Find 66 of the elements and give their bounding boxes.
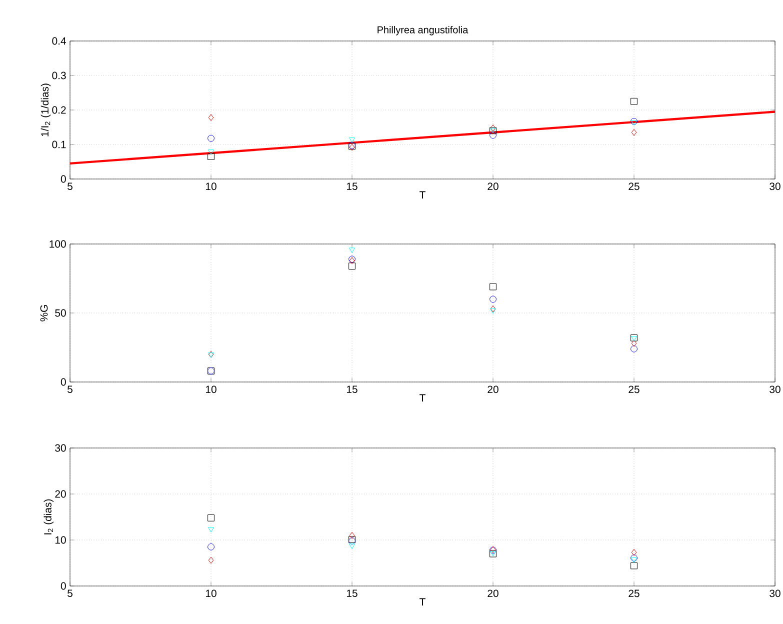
y-axis-title: I$_{2}$ (dias)	[44, 499, 54, 534]
x-axis-title: T	[420, 598, 426, 606]
point	[208, 153, 214, 160]
y-axis-title: 1/I$_{2}$ (1/dias)	[40, 84, 51, 136]
point	[208, 114, 214, 122]
point	[349, 532, 355, 539]
point	[490, 283, 496, 290]
x-tick-label: 5	[68, 386, 72, 393]
x-tick-label: 15	[346, 182, 358, 190]
point	[630, 562, 638, 570]
point	[208, 134, 214, 142]
x-axis-title: T	[420, 191, 426, 198]
y-axis-title: %G	[40, 305, 48, 322]
y-tick-label: 0.3	[52, 72, 66, 80]
point	[349, 248, 356, 253]
y-tick-label: 50	[55, 309, 66, 317]
y-tick-label: 0	[60, 175, 66, 183]
x-tick-label: 5	[68, 182, 72, 190]
point	[630, 345, 638, 352]
point	[490, 305, 496, 312]
y-tick-label: 0	[60, 378, 66, 386]
x-tick-label: 15	[346, 386, 358, 393]
y-tick-label: 20	[55, 490, 66, 498]
point	[631, 557, 638, 563]
x-tick-label: 10	[206, 182, 216, 190]
point	[490, 296, 496, 303]
x-tick-label: 30	[770, 182, 780, 190]
point	[348, 262, 356, 270]
point	[349, 137, 356, 143]
point	[490, 124, 496, 132]
x-tick-label: 25	[628, 182, 640, 190]
point	[631, 340, 637, 347]
point	[630, 98, 638, 105]
y-tick-label: 0.1	[52, 140, 66, 148]
y-tick-label: 10	[55, 536, 66, 544]
chart-title: Phillyrea angustifolia	[378, 26, 468, 36]
y-tick-label: 0.2	[52, 106, 66, 114]
point	[208, 527, 214, 532]
x-tick-label: 20	[488, 386, 498, 394]
x-tick-label: 15	[346, 590, 358, 597]
point	[631, 128, 637, 136]
x-tick-label: 10	[206, 386, 216, 394]
point	[208, 150, 214, 155]
point	[490, 308, 496, 314]
x-tick-label: 20	[488, 590, 498, 598]
x-tick-label: 10	[206, 590, 216, 598]
point	[208, 556, 214, 564]
y-tick-label: 0	[60, 582, 66, 590]
x-tick-label: 25	[628, 590, 640, 598]
point	[208, 543, 214, 550]
y-tick-label: 30	[55, 444, 66, 452]
y-tick-label: 100	[50, 240, 66, 248]
point	[490, 132, 496, 139]
x-tick-label: 25	[628, 386, 640, 394]
point	[631, 548, 637, 556]
point	[208, 514, 214, 522]
x-tick-label: 30	[770, 590, 780, 598]
y-tick-label: 0.4	[52, 37, 66, 45]
x-tick-label: 5	[68, 590, 72, 597]
x-tick-label: 30	[770, 386, 780, 394]
x-axis-title: T	[420, 394, 426, 402]
point	[349, 544, 356, 549]
point	[630, 554, 638, 562]
x-tick-label: 20	[488, 182, 498, 190]
point	[631, 120, 638, 126]
point	[630, 118, 638, 125]
